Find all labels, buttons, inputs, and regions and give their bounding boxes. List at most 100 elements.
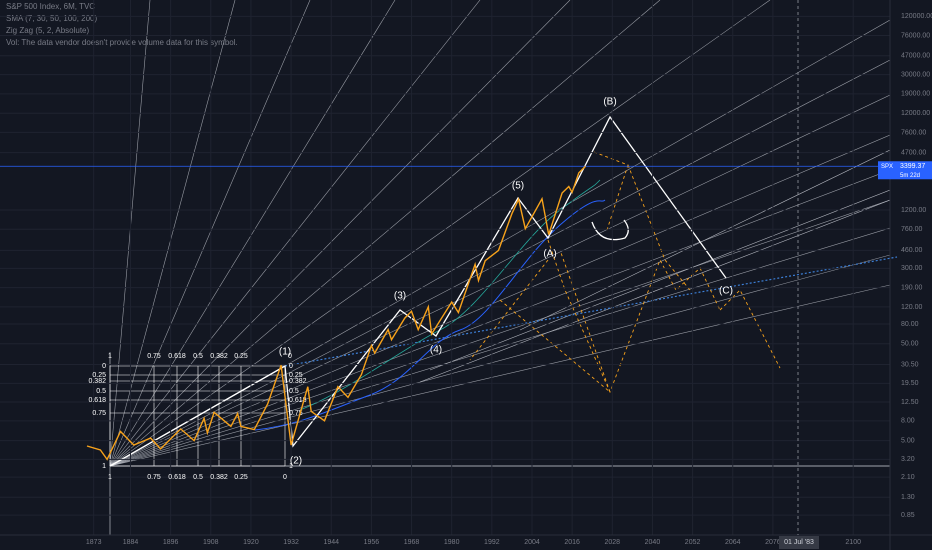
cursor-tag	[779, 536, 819, 549]
y-tick-label: 8.00	[901, 418, 915, 425]
fib-label: 0.5	[193, 353, 203, 360]
fib-label: 0.382	[210, 353, 228, 360]
projection	[559, 249, 611, 393]
y-tick-label: 760.00	[901, 226, 923, 233]
y-tick-label: 1.30	[901, 494, 915, 501]
x-tick-label: 2076	[765, 539, 781, 546]
y-tick-label: 2.10	[901, 474, 915, 481]
fib-label: 0.25	[234, 474, 248, 481]
y-tick-label: 120.00	[901, 304, 923, 311]
x-tick-label: 1908	[203, 539, 219, 546]
fan-line	[109, 254, 891, 467]
fan-line	[109, 0, 481, 467]
wave-label: (B)	[603, 97, 616, 108]
y-tick-label: 30000.00	[901, 72, 930, 79]
fan-line	[109, 0, 396, 467]
y-tick-label: 76000.00	[901, 32, 930, 39]
y-tick-label: 120000.00	[901, 13, 932, 20]
wave-line	[109, 115, 727, 467]
x-tick-label: 2016	[564, 539, 580, 546]
fan-line	[109, 0, 311, 467]
x-tick-label: 1944	[323, 539, 339, 546]
fib-label: 0.75	[147, 353, 161, 360]
fib-label: 0.75	[147, 474, 161, 481]
y-tick-label: 190.00	[901, 284, 923, 291]
wave-label: (5)	[512, 181, 524, 192]
fan-line	[109, 284, 891, 467]
fib-label: 0.618	[88, 397, 106, 404]
fib-label: 0.5	[289, 388, 299, 395]
y-tick-label: 7600.00	[901, 129, 926, 136]
x-tick-label: 2064	[725, 539, 741, 546]
fib-label: 0.25	[92, 372, 106, 379]
fib-label: 0.5	[96, 388, 106, 395]
x-tick-label: 1956	[364, 539, 380, 546]
y-tick-label: 50.00	[901, 341, 919, 348]
wave-label: (3)	[394, 291, 406, 302]
fib-label: 0.618	[168, 474, 186, 481]
x-tick-label: 1873	[86, 539, 102, 546]
fib-label: 0.382	[210, 474, 228, 481]
wave-label: (1)	[279, 347, 291, 358]
fan-line	[109, 0, 771, 467]
wave-label: (C)	[719, 286, 733, 297]
y-tick-label: 3.20	[901, 456, 915, 463]
fib-label: 0	[288, 353, 292, 360]
price-series	[86, 165, 586, 461]
projection	[627, 164, 691, 291]
fib-label: 0	[102, 363, 106, 370]
fib-label: 1	[102, 463, 106, 470]
y-tick-label: 300.00	[901, 265, 923, 272]
x-tick-label: 2100	[845, 539, 861, 546]
y-tick-label: 12.50	[901, 399, 919, 406]
y-tick-label: 12000.00	[901, 110, 930, 117]
fan-line	[109, 59, 891, 467]
indicator: Vol: The data vendor doesn't provide vol…	[6, 38, 238, 47]
fan-line	[109, 227, 891, 467]
x-tick-label: 2004	[524, 539, 540, 546]
cursor-label: 01 Jul '83	[784, 539, 814, 546]
y-tick-label: 47000.00	[901, 53, 930, 60]
x-tick-label: 1932	[283, 539, 299, 546]
fib-label: 0.25	[289, 372, 303, 379]
fib-label: 1	[108, 474, 112, 481]
price-tag	[878, 161, 932, 180]
projection	[719, 289, 781, 369]
fib-label: 1	[108, 353, 112, 360]
x-tick-label: 1896	[163, 539, 179, 546]
fib-label: 0.75	[289, 410, 303, 417]
fan-line	[109, 169, 891, 467]
fan-line	[109, 94, 891, 467]
symbol-label: SPX	[881, 164, 893, 170]
y-tick-label: 5.00	[901, 437, 915, 444]
wave-label: (2)	[290, 456, 302, 467]
fib-label: 0.618	[289, 397, 307, 404]
x-tick-label: 1992	[484, 539, 500, 546]
price-label: 3399.37	[900, 163, 925, 170]
y-tick-label: 0.85	[901, 512, 915, 519]
x-tick-label: 1980	[444, 539, 460, 546]
indicator: SMA (7, 30, 50, 100, 200)	[6, 14, 98, 23]
fib-label: 0.5	[193, 474, 203, 481]
fib-label: 1	[289, 463, 293, 470]
countdown-label: 5m 22d	[900, 173, 920, 179]
y-tick-label: 19.50	[901, 380, 919, 387]
fib-label: 0.25	[234, 353, 248, 360]
x-tick-label: 2052	[685, 539, 701, 546]
chart-title: S&P 500 Index, 6M, TVC	[6, 2, 95, 11]
arc	[591, 219, 629, 241]
indicator: Zig Zag (5, 2, Absolute)	[6, 26, 89, 35]
fan-line	[109, 0, 661, 467]
y-tick-label: 30.50	[901, 361, 919, 368]
fib-label: 0.75	[92, 410, 106, 417]
trend-line	[519, 149, 891, 331]
y-tick-label: 460.00	[901, 247, 923, 254]
x-tick-label: 2040	[645, 539, 661, 546]
fan-line	[109, 0, 571, 467]
fib-label: 0	[283, 474, 287, 481]
y-tick-label: 1200.00	[901, 207, 926, 214]
trend-line	[419, 199, 891, 383]
x-tick-label: 1920	[243, 539, 259, 546]
